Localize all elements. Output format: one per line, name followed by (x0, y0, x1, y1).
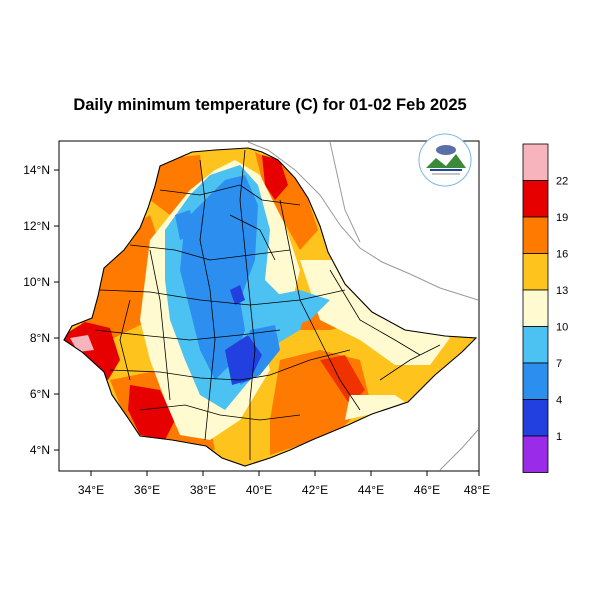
axis-ticks (54, 169, 480, 476)
lon-tick-label: 46°E (414, 483, 440, 497)
colorbar-label: 22 (556, 176, 568, 188)
colorbar: 22 19 16 13 10 7 4 1 (522, 143, 568, 473)
colorbar-label: 7 (556, 358, 562, 370)
colorbar-swatch (522, 435, 549, 473)
lon-tick-label: 44°E (358, 483, 384, 497)
lat-tick-label: 12°N (23, 219, 50, 233)
colorbar-swatch (522, 253, 549, 291)
lon-tick-label: 38°E (190, 483, 216, 497)
colorbar-swatch (522, 180, 549, 218)
lat-tick-label: 14°N (23, 163, 50, 177)
colorbar-label: 19 (556, 212, 568, 224)
lat-tick-label: 10°N (23, 275, 50, 289)
colorbar-swatch (522, 143, 549, 181)
colorbar-swatch (522, 399, 549, 437)
lon-tick-labels: 34°E 36°E 38°E 40°E 42°E 44°E 46°E 48°E (78, 483, 490, 497)
lat-tick-label: 4°N (30, 443, 50, 457)
colorbar-swatch (522, 216, 549, 254)
colorbar-swatch (522, 289, 549, 327)
colorbar-label: 16 (556, 249, 568, 261)
colorbar-label: 13 (556, 285, 568, 297)
lat-tick-labels: 14°N 12°N 10°N 8°N 6°N 4°N (23, 163, 50, 457)
lon-tick-label: 36°E (134, 483, 160, 497)
lon-tick-label: 48°E (464, 483, 490, 497)
lon-tick-label: 42°E (302, 483, 328, 497)
neighbor-borders (247, 141, 479, 471)
colorbar-swatch (522, 362, 549, 400)
colorbar-label: 4 (556, 395, 562, 407)
lat-tick-label: 6°N (30, 387, 50, 401)
colorbar-swatch (522, 326, 549, 364)
agency-logo (418, 133, 472, 187)
lon-tick-label: 40°E (246, 483, 272, 497)
map-title: Daily minimum temperature (C) for 01-02 … (73, 96, 467, 114)
map-frame (58, 140, 480, 472)
lat-tick-label: 8°N (30, 331, 50, 345)
admin-boundaries (63, 147, 478, 467)
lon-tick-label: 34°E (78, 483, 104, 497)
colorbar-label: 1 (556, 431, 562, 443)
colorbar-label: 10 (556, 322, 568, 334)
